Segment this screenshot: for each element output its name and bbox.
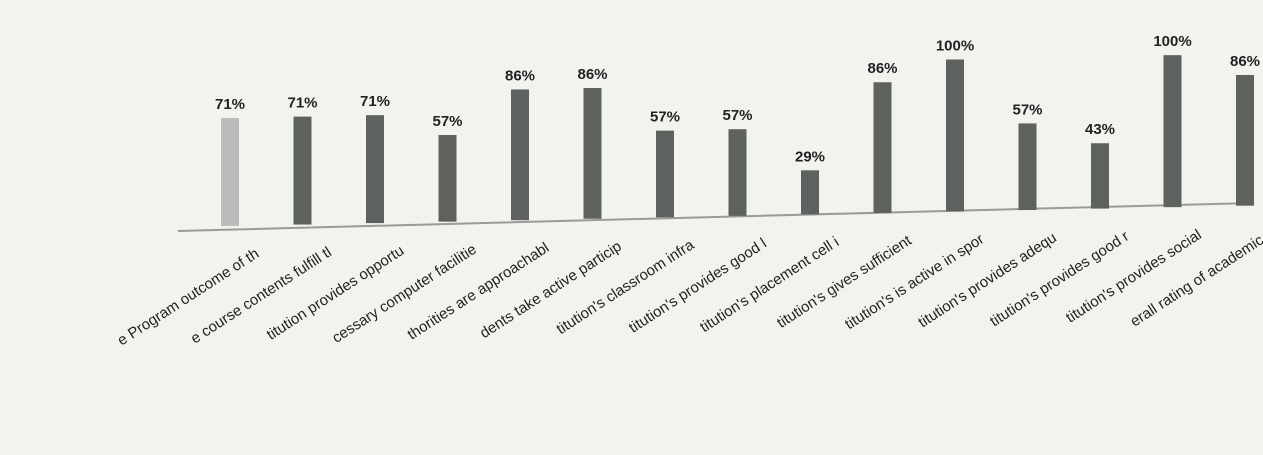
data-label-8: 57% (722, 107, 752, 124)
data-label-6: 86% (577, 66, 607, 83)
bar-1 (221, 118, 239, 226)
data-label-2: 71% (287, 95, 317, 112)
data-label-5: 86% (505, 67, 535, 84)
data-label-3: 71% (360, 93, 390, 110)
bar-13 (1091, 143, 1109, 209)
bar-15 (1236, 74, 1254, 206)
data-label-10: 86% (867, 60, 897, 77)
data-label-14: 100% (1153, 33, 1191, 50)
bar-9 (801, 170, 819, 215)
bar-5 (511, 89, 529, 221)
data-label-11: 100% (936, 38, 974, 55)
tick-labels-group: e Program outcome of the course contents… (114, 225, 1263, 349)
data-label-9: 29% (795, 148, 825, 165)
bar-6 (583, 88, 602, 219)
bar-4 (438, 135, 457, 222)
x-axis-line (177, 202, 1253, 232)
tick-label-13: titution's provides good r (987, 228, 1132, 331)
bar-10 (873, 82, 892, 213)
bar-14 (1163, 55, 1182, 208)
bar-2 (293, 116, 312, 225)
bar-3 (366, 115, 384, 224)
data-label-7: 57% (650, 109, 680, 126)
bar-12 (1018, 123, 1037, 211)
data-labels-group: 71% 71% 71% 57% 86% 86% 57% 57% 29% 86% 100% 57% 43%… (215, 33, 1260, 165)
bar-11 (946, 59, 964, 212)
bar-8 (728, 129, 747, 216)
bar-7 (656, 130, 674, 218)
data-label-1: 71% (215, 96, 245, 113)
data-label-12: 57% (1012, 101, 1042, 118)
data-label-15: 86% (1230, 53, 1260, 70)
bars-group (221, 55, 1254, 226)
data-label-13: 43% (1085, 121, 1115, 138)
tick-label-9: titution's placement cell i (697, 233, 842, 336)
data-label-4: 57% (432, 113, 462, 130)
